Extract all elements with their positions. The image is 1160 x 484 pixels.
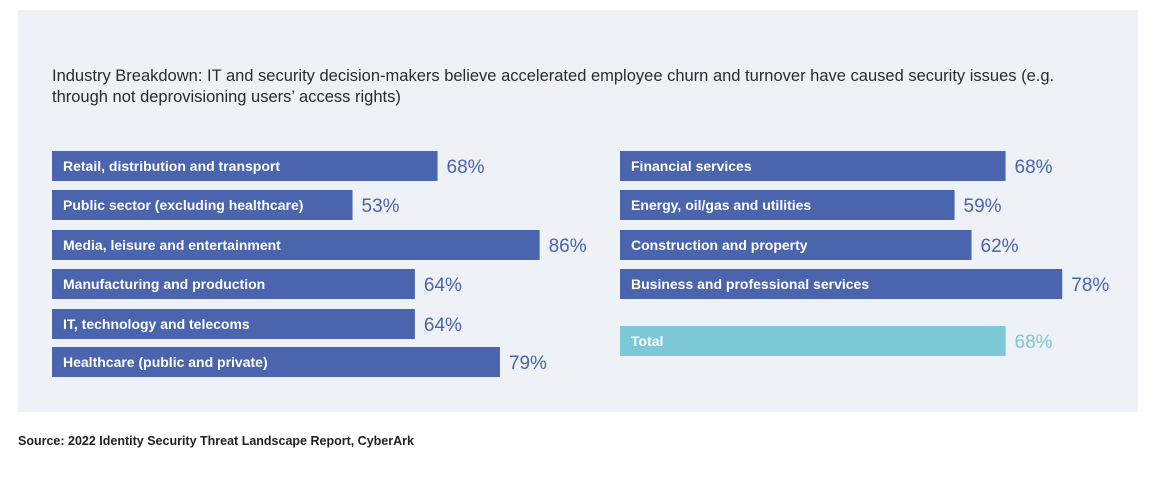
bar-it-technology-and-telecoms: [52, 309, 415, 339]
value-label-total: 68%: [1015, 332, 1053, 353]
bar-business-and-professional-services: [620, 269, 1063, 299]
bar-label-financial-services: Financial services: [631, 158, 752, 174]
value-label-construction-and-property: 62%: [981, 236, 1019, 257]
bar-manufacturing-and-production: [52, 269, 415, 299]
bar-label-manufacturing-and-production: Manufacturing and production: [63, 276, 265, 292]
bar-label-media-leisure-and-entertainment: Media, leisure and entertainment: [63, 237, 281, 253]
bar-healthcare-public-and-private: [52, 347, 500, 377]
value-label-retail-distribution-and-transport: 68%: [447, 157, 485, 178]
bar-label-healthcare-public-and-private: Healthcare (public and private): [63, 354, 268, 370]
bar-label-total: Total: [631, 333, 663, 349]
bar-label-construction-and-property: Construction and property: [631, 237, 808, 253]
bar-label-public-sector-excluding-healthcare: Public sector (excluding healthcare): [63, 197, 303, 213]
bar-public-sector-excluding-healthcare: [52, 190, 353, 220]
bar-label-business-and-professional-services: Business and professional services: [631, 276, 869, 292]
bar-label-retail-distribution-and-transport: Retail, distribution and transport: [63, 158, 280, 174]
bar-label-energy-oil-gas-and-utilities: Energy, oil/gas and utilities: [631, 197, 811, 213]
bar-total: [620, 326, 1006, 356]
value-label-financial-services: 68%: [1015, 157, 1053, 178]
bar-energy-oil-gas-and-utilities: [620, 190, 955, 220]
bar-construction-and-property: [620, 230, 972, 260]
value-label-it-technology-and-telecoms: 64%: [424, 315, 462, 336]
chart-title: Industry Breakdown: IT and security deci…: [52, 67, 1055, 106]
value-label-media-leisure-and-entertainment: 86%: [549, 236, 587, 257]
value-label-healthcare-public-and-private: 79%: [509, 353, 547, 374]
bar-media-leisure-and-entertainment: [52, 230, 540, 260]
bar-retail-distribution-and-transport: [52, 151, 438, 181]
bar-label-it-technology-and-telecoms: IT, technology and telecoms: [63, 316, 250, 332]
value-label-energy-oil-gas-and-utilities: 59%: [964, 196, 1002, 217]
source-note: Source: 2022 Identity Security Threat La…: [18, 434, 414, 448]
value-label-manufacturing-and-production: 64%: [424, 275, 462, 296]
value-label-business-and-professional-services: 78%: [1071, 275, 1109, 296]
value-label-public-sector-excluding-healthcare: 53%: [362, 196, 400, 217]
bar-financial-services: [620, 151, 1006, 181]
